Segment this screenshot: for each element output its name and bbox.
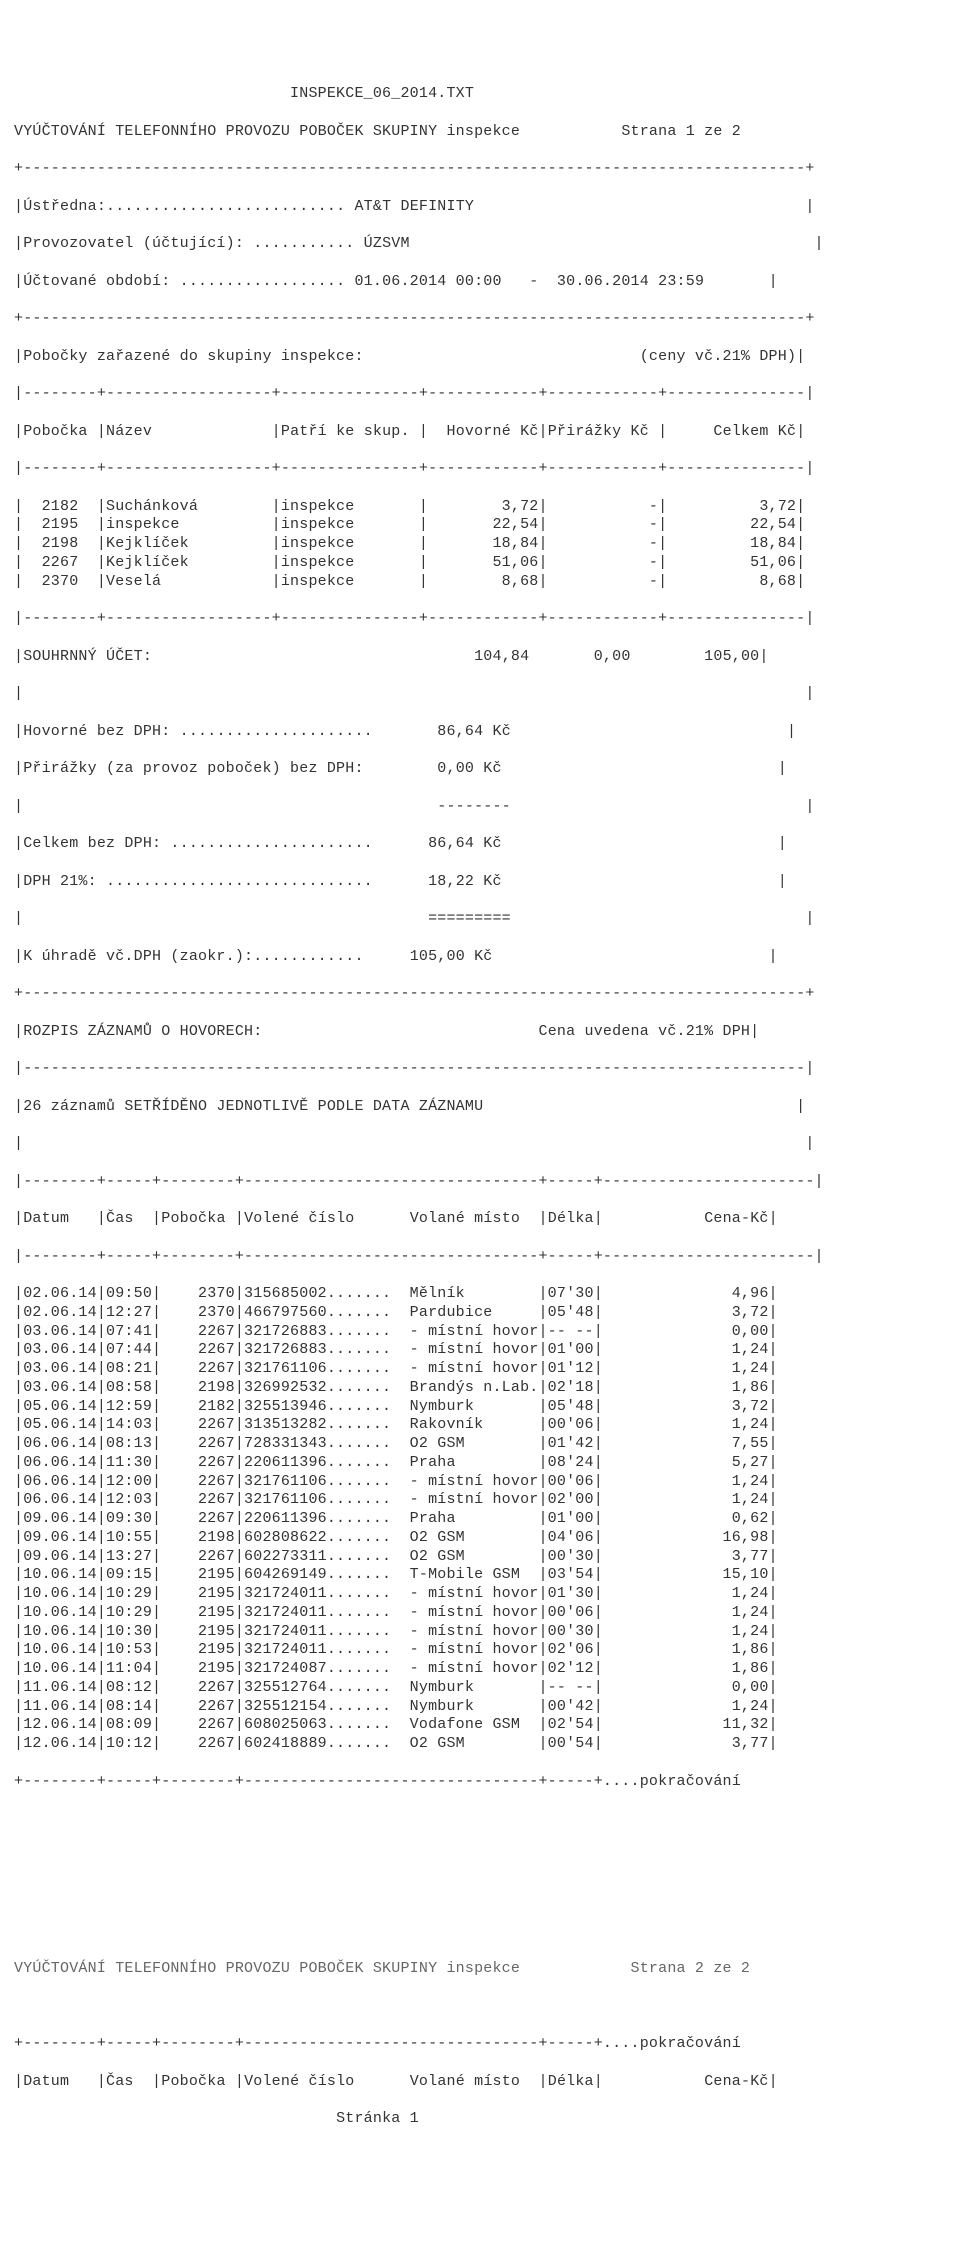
branch-row: | 2182 |Suchánková |inspekce | 3,72| -| … [14,498,960,517]
file-title: INSPEKCE_06_2014.TXT [14,85,960,104]
footer-page: Stránka 1 [14,2110,960,2129]
blank [14,1998,960,2017]
divider-cont: +--------+-----+--------+---------------… [14,1773,960,1792]
branch-row: | 2370 |Veselá |inspekce | 8,68| -| 8,68… [14,573,960,592]
divider: |--------+-----+--------+---------------… [14,1173,960,1192]
divider: |--------+------------------+-----------… [14,610,960,629]
call-row: |10.06.14|10:29| 2195|321724011....... -… [14,1585,960,1604]
blank [14,1885,960,1904]
group-row: |Pobočky zařazené do skupiny inspekce: (… [14,348,960,367]
sep-small: | -------- | [14,798,960,817]
call-row: |03.06.14|07:44| 2267|321726883....... -… [14,1341,960,1360]
header-ustredna: |Ústředna:.......................... AT&… [14,198,960,217]
header-provozovatel: |Provozovatel (účtující): ........... ÚZ… [14,235,960,254]
souhrnny: |SOUHRNNÝ ÚČET: 104,84 0,00 105,00| [14,648,960,667]
page-indicator: Strana 1 ze 2 [621,123,741,140]
hov-bez-dph: |Hovorné bez DPH: ..................... … [14,723,960,742]
divider: +---------------------------------------… [14,310,960,329]
branch-row: | 2195 |inspekce |inspekce | 22,54| -| 2… [14,516,960,535]
celkem-bez-dph: |Celkem bez DPH: ...................... … [14,835,960,854]
title-row: VYÚČTOVÁNÍ TELEFONNÍHO PROVOZU POBOČEK S… [14,123,960,142]
call-row: |02.06.14|09:50| 2370|315685002....... M… [14,1285,960,1304]
divider: |---------------------------------------… [14,1060,960,1079]
prir-bez-dph: |Přirážky (za provoz poboček) bez DPH: 0… [14,760,960,779]
call-row: |03.06.14|08:21| 2267|321761106....... -… [14,1360,960,1379]
call-row: |09.06.14|09:30| 2267|220611396....... P… [14,1510,960,1529]
call-row: |05.06.14|14:03| 2267|313513282....... R… [14,1416,960,1435]
main-title: VYÚČTOVÁNÍ TELEFONNÍHO PROVOZU POBOČEK S… [14,123,520,140]
call-row: |12.06.14|10:12| 2267|602418889....... O… [14,1735,960,1754]
divider-cont-2: +--------+-----+--------+---------------… [14,2035,960,2054]
sep-double: | ========= | [14,910,960,929]
blank [14,1810,960,1829]
page2-title-row: VYÚČTOVÁNÍ TELEFONNÍHO PROVOZU POBOČEK S… [14,1960,960,1979]
call-row: |11.06.14|08:14| 2267|325512154....... N… [14,1698,960,1717]
dph-21: |DPH 21%: ............................. … [14,873,960,892]
sort-note: |26 záznamů SETŘÍDĚNO JEDNOTLIVĚ PODLE D… [14,1098,960,1117]
call-row: |05.06.14|12:59| 2182|325513946....... N… [14,1398,960,1417]
call-header: |Datum |Čas |Pobočka |Volené číslo Volan… [14,1210,960,1229]
call-header-2: |Datum |Čas |Pobočka |Volené číslo Volan… [14,2073,960,2092]
call-row: |10.06.14|10:53| 2195|321724011....... -… [14,1641,960,1660]
branch-row: | 2267 |Kejklíček |inspekce | 51,06| -| … [14,554,960,573]
blank [14,1923,960,1942]
blank: | | [14,685,960,704]
branch-row: | 2198 |Kejklíček |inspekce | 18,84| -| … [14,535,960,554]
call-row: |10.06.14|09:15| 2195|604269149....... T… [14,1566,960,1585]
call-row: |12.06.14|08:09| 2267|608025063....... V… [14,1716,960,1735]
divider: |--------+------------------+-----------… [14,460,960,479]
blank [14,1848,960,1867]
divider: |--------+------------------+-----------… [14,385,960,404]
call-row: |06.06.14|12:03| 2267|321761106....... -… [14,1491,960,1510]
call-row: |02.06.14|12:27| 2370|466797560....... P… [14,1304,960,1323]
call-row: |06.06.14|11:30| 2267|220611396....... P… [14,1454,960,1473]
divider: |--------+-----+--------+---------------… [14,1248,960,1267]
call-row: |03.06.14|08:58| 2198|326992532....... B… [14,1379,960,1398]
blank: | | [14,1135,960,1154]
call-row: |10.06.14|11:04| 2195|321724087....... -… [14,1660,960,1679]
call-row: |11.06.14|08:12| 2267|325512764....... N… [14,1679,960,1698]
k-uhrade: |K úhradě vč.DPH (zaokr.):............ 1… [14,948,960,967]
call-row: |09.06.14|10:55| 2198|602808622....... O… [14,1529,960,1548]
call-row: |09.06.14|13:27| 2267|602273311....... O… [14,1548,960,1567]
header-obdobi: |Účtované období: .................. 01.… [14,273,960,292]
call-row: |03.06.14|07:41| 2267|321726883....... -… [14,1323,960,1342]
call-row: |06.06.14|12:00| 2267|321761106....... -… [14,1473,960,1492]
divider: +---------------------------------------… [14,160,960,179]
branch-header: |Pobočka |Název |Patří ke skup. | Hovorn… [14,423,960,442]
rozpis-title-row: |ROZPIS ZÁZNAMŮ O HOVORECH: Cena uvedena… [14,1023,960,1042]
divider: +---------------------------------------… [14,985,960,1004]
call-row: |10.06.14|10:30| 2195|321724011....... -… [14,1623,960,1642]
call-row: |10.06.14|10:29| 2195|321724011....... -… [14,1604,960,1623]
